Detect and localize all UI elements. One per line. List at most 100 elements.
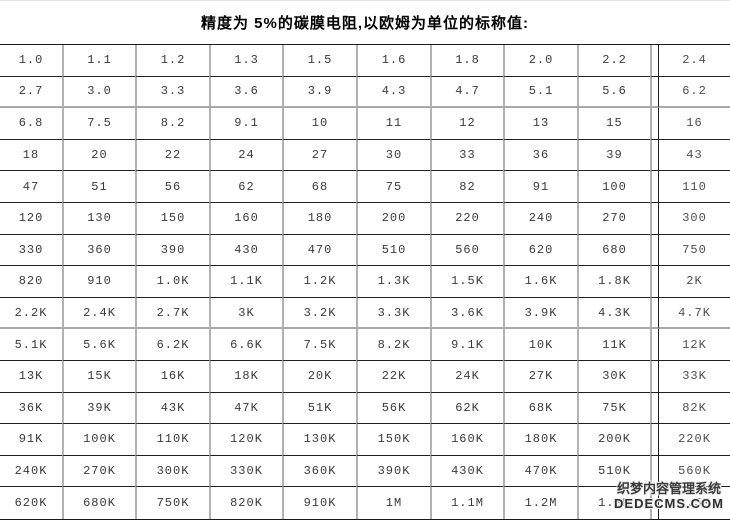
- resistor-value-cell: 1.8K: [577, 266, 650, 298]
- column-gap: [650, 455, 658, 488]
- resistor-value-cell: 13K: [0, 361, 62, 393]
- resistor-value-cell: 200: [356, 203, 430, 235]
- resistor-value-cell: 1.3K: [356, 266, 430, 298]
- resistor-value-cell: 7.5: [62, 108, 135, 140]
- resistor-value-cell: 3.9K: [503, 297, 577, 330]
- resistor-value-cell: 8.2: [135, 108, 209, 140]
- resistor-value-cell: 6.6K: [209, 329, 282, 361]
- resistor-value-cell: 6.2K: [135, 329, 209, 361]
- resistor-value-cell: 4.3: [356, 76, 430, 109]
- resistor-value-cell: 910: [62, 266, 135, 298]
- resistor-value-cell: 6.8: [0, 108, 62, 140]
- resistor-value-cell: 9.1K: [430, 329, 503, 361]
- resistor-value-cell: 2.2: [577, 45, 650, 77]
- resistor-value-cell: 180: [282, 203, 356, 235]
- resistor-value-cell: 27: [282, 139, 356, 172]
- resistor-value-cell: 1.1M: [430, 487, 503, 519]
- resistor-value-cell: 16K: [135, 361, 209, 393]
- resistor-value-cell: 1.1K: [209, 266, 282, 298]
- resistor-value-cell: 68: [282, 171, 356, 203]
- resistor-value-cell: 110: [658, 171, 730, 203]
- resistor-value-cell: 130: [62, 203, 135, 235]
- resistor-table: 1.0 1.1 1.2 1.3 1.5 1.6 1.8 2.0 2.2 2.4 2.7 3.0 3.3 3…: [0, 44, 730, 520]
- resistor-value-cell: 820: [0, 266, 62, 298]
- resistor-value-cell: 39: [577, 139, 650, 172]
- resistor-value-cell: 1.5M: [658, 487, 730, 519]
- resistor-value-cell: 910K: [282, 487, 356, 519]
- resistor-value-cell: 56: [135, 171, 209, 203]
- resistor-value-cell: 1.5K: [430, 266, 503, 298]
- resistor-value-cell: 1.3: [209, 45, 282, 77]
- resistor-value-cell: 1.2M: [503, 487, 577, 519]
- resistor-value-cell: 56K: [356, 392, 430, 425]
- resistor-value-cell: 1.1: [62, 45, 135, 77]
- resistor-value-cell: 300K: [135, 455, 209, 488]
- column-gap: [650, 424, 658, 456]
- resistor-value-cell: 130K: [282, 424, 356, 456]
- resistor-value-cell: 5.6: [577, 76, 650, 109]
- resistor-value-cell: 51: [62, 171, 135, 203]
- resistor-value-cell: 4.7K: [658, 297, 730, 330]
- resistor-value-cell: 680: [577, 234, 650, 267]
- resistor-value-cell: 3.6: [209, 76, 282, 109]
- resistor-value-cell: 11K: [577, 329, 650, 361]
- resistor-value-cell: 510: [356, 234, 430, 267]
- resistor-value-cell: 1.8: [430, 45, 503, 77]
- resistor-value-cell: 30K: [577, 361, 650, 393]
- resistor-value-cell: 430: [209, 234, 282, 267]
- resistor-value-cell: 1.3M: [577, 487, 650, 519]
- resistor-value-cell: 620K: [14, 496, 48, 511]
- resistor-value-cell: 62: [209, 171, 282, 203]
- resistor-value-cell: 7.5K: [282, 329, 356, 361]
- resistor-value-cell: 390: [135, 234, 209, 267]
- column-gap: [650, 361, 658, 393]
- resistor-value-cell: 620: [503, 234, 577, 267]
- resistor-value-cell: 1.6K: [503, 266, 577, 298]
- resistor-value-cell: 13: [503, 108, 577, 140]
- resistor-value-cell: 1.0: [0, 45, 62, 77]
- resistor-value-cell: 39K: [62, 392, 135, 425]
- resistor-value-cell: 9.1: [209, 108, 282, 140]
- resistor-value-cell: 220K: [658, 424, 730, 456]
- resistor-value-cell: 36: [503, 139, 577, 172]
- resistor-value-cell: 240K: [0, 456, 62, 488]
- resistor-value-cell: 1.6: [356, 45, 430, 77]
- resistor-value-cell: 2.2K: [0, 298, 62, 330]
- resistor-value-cell: 24K: [430, 361, 503, 393]
- column-gap: [650, 487, 658, 519]
- resistor-value-cell: 360: [62, 234, 135, 267]
- column-gap: [650, 108, 658, 140]
- resistor-value-cell: 150K: [356, 424, 430, 456]
- resistor-value-cell: 160K: [430, 424, 503, 456]
- resistor-value-cell: 22: [135, 139, 209, 172]
- column-gap: [650, 203, 658, 235]
- resistor-value-cell: 18K: [209, 361, 282, 393]
- resistor-value-cell: 2.0: [503, 45, 577, 77]
- resistor-value-cell: 300: [658, 203, 730, 235]
- resistor-value-cell: 150: [135, 203, 209, 235]
- resistor-value-cell: 330K: [209, 455, 282, 488]
- resistor-value-cell: 12: [430, 108, 503, 140]
- resistor-value-cell: 220: [430, 203, 503, 235]
- resistor-value-cell: 1.0K: [135, 266, 209, 298]
- resistor-value-cell: 4.3K: [577, 297, 650, 330]
- resistor-value-cell: 5.1: [503, 76, 577, 109]
- resistor-value-cell: 160: [209, 203, 282, 235]
- resistor-value-cell: 3.9: [282, 76, 356, 109]
- resistor-value-cell: 62K: [430, 392, 503, 425]
- resistor-value-cell: 560: [430, 234, 503, 267]
- resistor-value-cell: 8.2K: [356, 329, 430, 361]
- resistor-value-cell: 20K: [282, 361, 356, 393]
- resistor-value-cell: 68K: [503, 392, 577, 425]
- resistor-value-cell: 10K: [503, 329, 577, 361]
- resistor-value-cell: 100: [577, 171, 650, 203]
- resistor-value-cell: 82K: [658, 392, 730, 425]
- resistor-value-cell: 750: [658, 234, 730, 267]
- column-gap: [650, 297, 658, 330]
- resistor-value-cell: 1.5: [282, 45, 356, 77]
- resistor-value-cell: 100K: [62, 424, 135, 456]
- resistor-value-cell: 18: [0, 140, 62, 172]
- resistor-value-cell: 22K: [356, 361, 430, 393]
- resistor-value-cell: 20: [62, 139, 135, 172]
